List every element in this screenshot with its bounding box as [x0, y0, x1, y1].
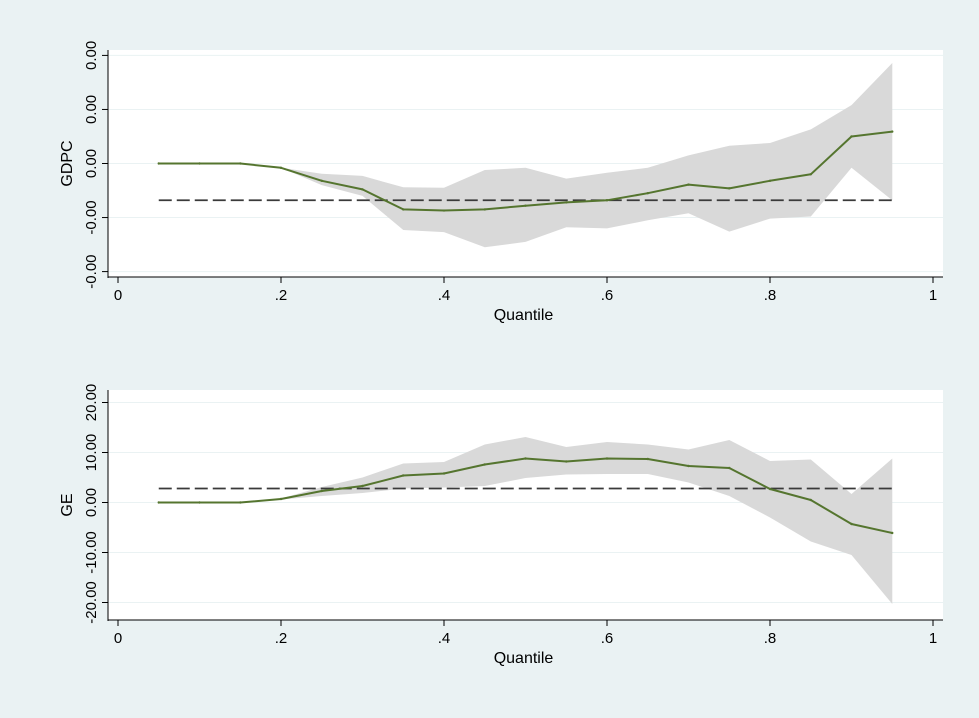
panel-gdpc: 0 .2 .4 .6 .8 1 -0.00 -0.00 0.00 0.00 0.00 Quantile… — [59, 41, 943, 324]
data-point-7 — [442, 472, 446, 475]
data-point-9 — [524, 204, 527, 207]
data-point-1 — [198, 501, 201, 504]
x-tick-label-1: .2 — [275, 630, 288, 647]
x-tick-label-3: .6 — [601, 630, 614, 647]
data-point-4 — [320, 489, 323, 493]
data-point-10 — [565, 201, 568, 204]
data-point-18 — [891, 130, 894, 133]
y-tick-label-2: 0.00 — [83, 488, 100, 517]
data-point-14 — [728, 187, 731, 190]
data-point-8 — [483, 463, 486, 466]
data-point-2 — [239, 501, 242, 504]
x-tick-label-5: 1 — [929, 287, 937, 304]
data-point-12 — [646, 192, 649, 195]
data-point-13 — [687, 464, 690, 468]
x-tick-label-2: .4 — [438, 287, 451, 304]
panel-ge: 0 .2 .4 .6 .8 1 -20.00 -10.00 0.00 10.00 20.00 Quan… — [59, 384, 943, 667]
data-point-17 — [850, 135, 853, 138]
x-tick-label-4: .8 — [764, 630, 777, 647]
y-tick-label-4: 0.00 — [83, 41, 100, 70]
x-tick-label-4: .8 — [764, 287, 777, 304]
data-point-1 — [198, 162, 201, 165]
y-tick-label-0: -0.00 — [83, 254, 100, 288]
data-point-10 — [565, 460, 568, 463]
x-tick-label-3: .6 — [601, 287, 614, 304]
y-axis-title: GDPC — [59, 140, 76, 186]
data-point-17 — [850, 522, 853, 526]
data-point-6 — [402, 208, 405, 211]
data-point-0 — [157, 162, 160, 165]
y-tick-label-3: 0.00 — [83, 95, 100, 124]
data-point-2 — [239, 162, 242, 165]
data-point-11 — [605, 199, 609, 202]
data-point-3 — [279, 497, 283, 501]
data-point-3 — [279, 166, 283, 170]
y-axis-title: GE — [59, 493, 76, 516]
x-tick-label-0: 0 — [114, 287, 122, 304]
y-tick-label-4: 20.00 — [83, 384, 100, 422]
data-point-15 — [768, 179, 772, 182]
data-point-12 — [646, 457, 649, 461]
x-tick-label-5: 1 — [929, 630, 937, 647]
x-tick-label-0: 0 — [114, 630, 122, 647]
data-point-0 — [157, 501, 160, 504]
y-tick-label-0: -20.00 — [83, 581, 100, 624]
data-point-16 — [809, 498, 812, 502]
confidence-band — [158, 437, 893, 604]
x-tick-label-2: .4 — [438, 630, 451, 647]
data-point-4 — [320, 179, 323, 182]
x-axis-title: Quantile — [494, 650, 554, 667]
y-tick-label-1: -0.00 — [83, 200, 100, 234]
confidence-band — [158, 63, 893, 248]
data-point-6 — [402, 474, 405, 477]
data-point-15 — [768, 487, 772, 491]
data-point-13 — [687, 183, 690, 186]
data-point-14 — [728, 466, 731, 470]
data-point-8 — [483, 208, 486, 211]
x-axis-title: Quantile — [494, 307, 554, 324]
data-point-5 — [361, 188, 364, 191]
y-tick-label-1: -10.00 — [83, 531, 100, 574]
data-point-16 — [809, 173, 812, 176]
y-tick-label-2: 0.00 — [83, 149, 100, 178]
data-point-7 — [442, 209, 446, 212]
x-tick-label-1: .2 — [275, 287, 288, 304]
y-tick-label-3: 10.00 — [83, 434, 100, 472]
data-point-5 — [361, 484, 364, 488]
data-point-18 — [891, 531, 894, 535]
data-point-9 — [524, 457, 527, 460]
data-point-11 — [605, 457, 609, 460]
